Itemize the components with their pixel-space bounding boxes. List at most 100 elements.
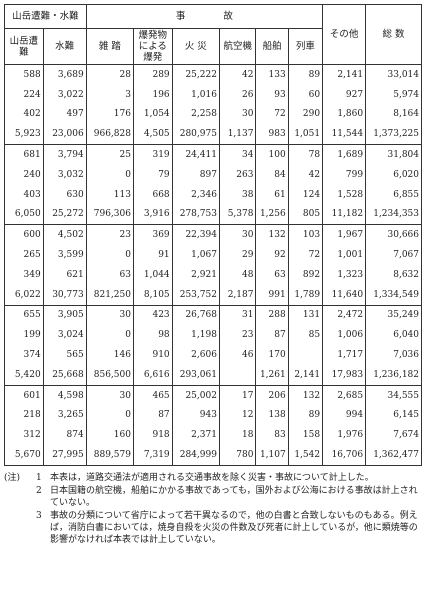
table-row: 5,420 25,668 856,500 6,616 293,061 1,261 2,141… bbox=[4, 364, 422, 386]
table-cell: 1,256 bbox=[255, 204, 289, 226]
table-cell: 1,542 bbox=[287, 445, 324, 466]
table-cell: 601 bbox=[4, 384, 44, 406]
table-cell: 6,616 bbox=[132, 364, 173, 386]
table-cell: 3,265 bbox=[42, 405, 87, 426]
table-cell: 6,855 bbox=[365, 184, 422, 205]
table-cell: 1,044 bbox=[132, 264, 173, 285]
table-cell: 23 bbox=[85, 224, 134, 246]
table-cell: 30,666 bbox=[365, 224, 422, 246]
table-cell: 6,145 bbox=[365, 405, 422, 426]
header-group: 山岳遭難・水難 bbox=[4, 4, 87, 29]
table-row: 5,670 27,995 889,579 7,319 284,999 780 1,107 1,… bbox=[4, 445, 422, 466]
table-row: 600 4,502 23 369 22,394 30 132 103 1,967 30,666 bbox=[4, 224, 422, 246]
table-cell: 2,685 bbox=[322, 384, 367, 406]
note-number: 3 bbox=[36, 510, 42, 521]
table-row: 6,050 25,272 796,306 3,916 278,753 5,378 1,256… bbox=[4, 204, 422, 226]
table-cell: 1,373,225 bbox=[365, 124, 422, 146]
table-cell: 132 bbox=[255, 224, 289, 246]
header-cell: 爆発物による爆発 bbox=[132, 28, 173, 65]
table-cell: 991 bbox=[255, 284, 289, 306]
table-cell: 497 bbox=[42, 104, 87, 125]
table-cell: 98 bbox=[132, 325, 173, 346]
note-label bbox=[4, 510, 36, 546]
table-cell: 966,828 bbox=[85, 124, 134, 146]
table-cell: 6,050 bbox=[4, 204, 44, 226]
table-cell: 24,411 bbox=[171, 144, 220, 165]
table-cell: 2,258 bbox=[171, 104, 220, 125]
table-cell: 1,717 bbox=[322, 345, 367, 365]
table-cell: 0 bbox=[85, 325, 134, 346]
table-cell: 1,001 bbox=[322, 245, 367, 265]
table-cell: 23 bbox=[218, 325, 257, 346]
table-row: 218 3,265 0 87 943 12 138 89 994 6,145 bbox=[4, 405, 422, 426]
table-cell: 630 bbox=[42, 184, 87, 205]
table-cell: 293,061 bbox=[171, 364, 220, 386]
table-cell: 3 bbox=[85, 84, 134, 105]
table-cell: 1,528 bbox=[322, 184, 367, 205]
table-cell: 87 bbox=[132, 405, 173, 426]
table-cell: 349 bbox=[4, 264, 44, 285]
table-row: 402 497 176 1,054 2,258 30 72 290 1,860 8,164 bbox=[4, 104, 422, 125]
table-cell: 28 bbox=[85, 63, 134, 85]
table-cell: 821,250 bbox=[85, 284, 134, 306]
table-cell: 5,923 bbox=[4, 124, 44, 146]
table-cell: 240 bbox=[4, 164, 44, 185]
table-cell: 1,362,477 bbox=[365, 445, 422, 466]
table-cell: 87 bbox=[255, 325, 289, 346]
table-cell: 655 bbox=[4, 304, 44, 326]
header-group: 事 故 bbox=[85, 4, 324, 29]
table-row: 601 4,598 30 465 25,002 17 206 132 2,685 34,555 bbox=[4, 384, 422, 406]
table-row: 403 630 113 668 2,346 38 61 124 1,528 6,855 bbox=[4, 184, 422, 205]
header-cell: 船舶 bbox=[255, 28, 289, 65]
table-cell: 5,670 bbox=[4, 445, 44, 466]
table-cell: 93 bbox=[255, 84, 289, 105]
table-cell: 72 bbox=[255, 104, 289, 125]
table-cell: 158 bbox=[287, 425, 324, 446]
table-cell: 29 bbox=[218, 245, 257, 265]
table-cell: 17 bbox=[218, 384, 257, 406]
table-cell: 4,598 bbox=[42, 384, 87, 406]
table-cell: 1,198 bbox=[171, 325, 220, 346]
table-cell: 8,632 bbox=[365, 264, 422, 285]
table-cell: 34 bbox=[218, 144, 257, 165]
data-table: 山岳遭難・水難 事 故 その他 総 数 山岳遭難 水難雑 踏爆発物による爆発火 災… bbox=[4, 4, 422, 466]
table-cell: 31 bbox=[218, 304, 257, 326]
page: 山岳遭難・水難 事 故 その他 総 数 山岳遭難 水難雑 踏爆発物による爆発火 災… bbox=[4, 4, 422, 546]
table-cell: 206 bbox=[255, 384, 289, 406]
table-cell: 1,334,549 bbox=[365, 284, 422, 306]
note-text: 事故の分類について省庁によって若干異なるので，他の白書と合致しないものもある。例… bbox=[50, 510, 418, 545]
table-cell: 7,036 bbox=[365, 345, 422, 365]
table-cell: 30,773 bbox=[42, 284, 87, 306]
table-cell: 78 bbox=[287, 144, 324, 165]
table-cell: 402 bbox=[4, 104, 44, 125]
table-cell: 290 bbox=[287, 104, 324, 125]
header-cell: 列車 bbox=[287, 28, 324, 65]
table-cell: 63 bbox=[255, 264, 289, 285]
table-row: 681 3,794 25 319 24,411 34 100 78 1,689 31,804 bbox=[4, 144, 422, 165]
table-cell: 288 bbox=[255, 304, 289, 326]
table-cell: 35,249 bbox=[365, 304, 422, 326]
table-cell: 25 bbox=[85, 144, 134, 165]
header-cell: 火 災 bbox=[171, 28, 220, 65]
table-row: 240 3,032 0 79 897 263 84 42 799 6,020 bbox=[4, 164, 422, 185]
table-cell: 3,689 bbox=[42, 63, 87, 85]
table-cell: 26,768 bbox=[171, 304, 220, 326]
table-cell: 3,905 bbox=[42, 304, 87, 326]
table-cell: 7,674 bbox=[365, 425, 422, 446]
header-cell: 雑 踏 bbox=[85, 28, 134, 65]
table-cell: 910 bbox=[132, 345, 173, 365]
table-cell: 3,022 bbox=[42, 84, 87, 105]
table-cell: 3,024 bbox=[42, 325, 87, 346]
table-cell: 79 bbox=[132, 164, 173, 185]
table-cell: 199 bbox=[4, 325, 44, 346]
table-cell: 1,054 bbox=[132, 104, 173, 125]
table-cell: 918 bbox=[132, 425, 173, 446]
table-cell: 146 bbox=[85, 345, 134, 365]
table-cell: 6,022 bbox=[4, 284, 44, 306]
table-cell: 103 bbox=[287, 224, 324, 246]
table-cell: 92 bbox=[255, 245, 289, 265]
table-cell: 423 bbox=[132, 304, 173, 326]
table-cell: 874 bbox=[42, 425, 87, 446]
table-cell: 196 bbox=[132, 84, 173, 105]
table-cell: 1,967 bbox=[322, 224, 367, 246]
